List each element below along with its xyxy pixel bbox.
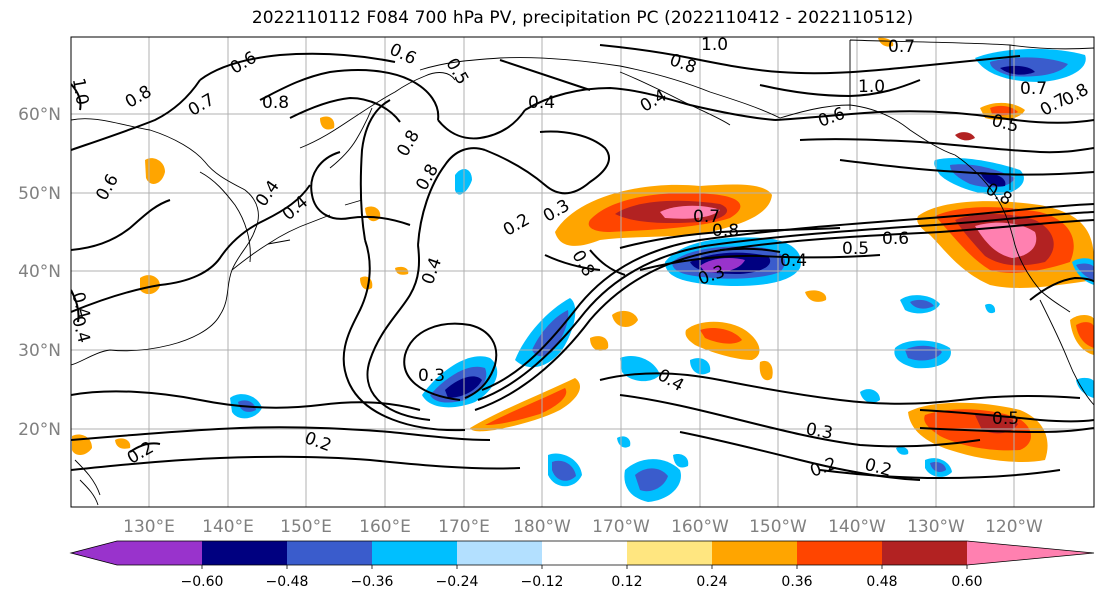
colorbar-swatch [202, 541, 287, 565]
lon-label: 150°E [280, 517, 332, 537]
contour-label: 0.7 [888, 37, 915, 57]
contour-label: 0.5 [842, 239, 869, 259]
lat-label: 60°N [18, 105, 61, 125]
colorbar-swatch [797, 541, 882, 565]
lon-label: 140°E [202, 517, 254, 537]
colorbar-tick-label: 0.48 [866, 574, 897, 590]
contour-label: 1.0 [858, 77, 885, 97]
contour-label: 0.8 [262, 93, 289, 113]
colorbar: −0.60 −0.48 −0.36 −0.24 −0.12 0.12 0.24 … [69, 540, 1095, 590]
colorbar-tick-label: 0.60 [951, 574, 982, 590]
colorbar-tick-label: 0.24 [696, 574, 727, 590]
colorbar-swatch [712, 541, 797, 565]
pv-contours [71, 44, 1094, 481]
lon-label: 170°E [438, 517, 490, 537]
map-panel: 1.0 0.8 0.6 0.7 0.8 0.6 0.5 0.4 0.8 0.4 … [67, 35, 1094, 507]
contour-label: 0.4 [780, 251, 807, 271]
colorbar-tick-label: −0.12 [521, 574, 564, 590]
lon-label: 130°E [123, 517, 175, 537]
contour-label: 1.0 [701, 35, 728, 55]
colorbar-swatch [457, 541, 542, 565]
lat-label: 20°N [18, 420, 61, 440]
colorbar-tick-label: −0.60 [181, 574, 224, 590]
map-title: 2022110112 F084 700 hPa PV, precipitatio… [251, 8, 914, 28]
lon-label: 140°W [828, 517, 886, 537]
latitude-labels: 60°N 50°N 40°N 30°N 20°N [18, 105, 61, 440]
colorbar-tick-label: −0.36 [351, 574, 394, 590]
colorbar-swatch [627, 541, 712, 565]
map-frame [70, 36, 1095, 508]
colorbar-tick-label: −0.24 [436, 574, 479, 590]
contour-label: 0.4 [67, 314, 93, 345]
contour-label: 0.3 [804, 419, 834, 443]
longitude-labels: 130°E 140°E 150°E 160°E 170°E 180°W 170°… [123, 517, 1043, 537]
lon-label: 120°W [985, 517, 1043, 537]
lon-label: 180°W [513, 517, 571, 537]
lat-label: 50°N [18, 184, 61, 204]
lon-label: 130°W [907, 517, 965, 537]
lon-label: 160°W [671, 517, 729, 537]
colorbar-swatch [372, 541, 457, 565]
colorbar-swatch [117, 541, 202, 565]
lat-label: 40°N [18, 262, 61, 282]
contour-label: 0.8 [712, 221, 739, 241]
contour-label: 0.6 [882, 229, 909, 249]
colorbar-tick-label: −0.48 [266, 574, 309, 590]
contour-label: 0.3 [418, 366, 445, 386]
lon-label: 170°W [592, 517, 650, 537]
colorbar-swatch [542, 541, 627, 565]
colorbar-swatch [287, 541, 372, 565]
contour-label: 0.5 [992, 409, 1019, 429]
contour-label: 0.7 [693, 207, 720, 227]
colorbar-tick-label: 0.12 [611, 574, 642, 590]
colorbar-tick-label: 0.36 [781, 574, 812, 590]
colorbar-under-arrow [71, 541, 117, 565]
lat-label: 30°N [18, 341, 61, 361]
lon-label: 160°E [359, 517, 411, 537]
colorbar-swatch [882, 541, 967, 565]
colorbar-over-arrow [967, 541, 1094, 565]
lon-label: 150°W [749, 517, 807, 537]
contour-label: 0.7 [1020, 79, 1047, 99]
contour-label: 0.4 [67, 290, 93, 321]
contour-label: 1.0 [68, 77, 92, 107]
contour-label: 0.4 [528, 93, 555, 113]
